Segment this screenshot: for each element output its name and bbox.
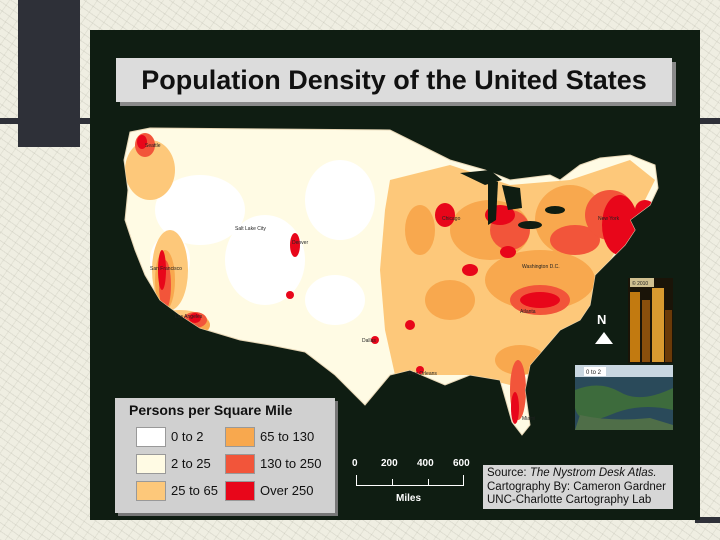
night-city-photo: © 2010 xyxy=(628,278,673,363)
scale-tick xyxy=(463,475,464,486)
legend-label: 130 to 250 xyxy=(260,456,322,471)
city-label-seattle: Seattle xyxy=(145,143,161,149)
city-label-san-francisco: San Francisco xyxy=(150,266,182,272)
night-photo-caption: © 2010 xyxy=(632,280,648,287)
source-line-2: Cartography By: Cameron Gardner xyxy=(487,480,666,493)
legend-label: Over 250 xyxy=(260,483,314,498)
city-label-dallas: Dallas xyxy=(362,338,376,344)
scale-tick xyxy=(428,479,429,486)
city-label-los-angeles: Los Angeles xyxy=(175,314,203,320)
city-label-miami: Miami xyxy=(522,416,535,422)
north-arrow: N xyxy=(594,312,614,352)
legend-title: Persons per Square Mile xyxy=(129,402,293,418)
source-line-1: Source: The Nystrom Desk Atlas. xyxy=(487,467,657,479)
city-label-denver: Denver xyxy=(292,240,308,246)
legend-swatch xyxy=(136,427,166,447)
scale-tick-label: 600 xyxy=(453,458,470,469)
scale-tick xyxy=(356,475,357,486)
north-label: N xyxy=(597,312,607,327)
legend-swatch xyxy=(136,454,166,474)
city-label-washington-dc: Washington D.C. xyxy=(522,264,560,270)
city-label-new-york: New York xyxy=(598,216,620,222)
north-arrow-icon xyxy=(595,332,613,344)
slide-decoration-corner xyxy=(695,517,720,523)
us-density-map: Seattle Salt Lake City Denver San Franci… xyxy=(123,127,673,436)
source-credit: Source: The Nystrom Desk Atlas. Cartogra… xyxy=(483,465,673,509)
satellite-photo: 0 to 2 xyxy=(575,365,673,430)
scale-tick xyxy=(392,479,393,486)
scale-line xyxy=(356,485,464,486)
great-lakes xyxy=(460,170,565,229)
city-label-chicago: Chicago xyxy=(442,216,461,222)
city-label-new-orleans: New Orleans xyxy=(408,371,437,377)
legend-swatch xyxy=(136,481,166,501)
scale-tick-label: 0 xyxy=(352,458,358,469)
satellite-photo-caption: 0 to 2 xyxy=(586,370,602,376)
legend-label: 25 to 65 xyxy=(171,483,218,498)
source-line-3: UNC-Charlotte Cartography Lab xyxy=(487,494,652,506)
scale-bar: 0 200 400 600 Miles xyxy=(350,455,475,510)
legend-swatch xyxy=(225,481,255,501)
scale-tick-label: 200 xyxy=(381,458,398,469)
legend-label: 65 to 130 xyxy=(260,429,315,444)
slide-decoration-bar xyxy=(18,0,80,147)
scale-unit: Miles xyxy=(396,493,422,504)
city-label-salt-lake-city: Salt Lake City xyxy=(235,226,266,232)
legend-label: 2 to 25 xyxy=(171,456,211,471)
legend-swatch xyxy=(225,427,255,447)
scale-tick-label: 400 xyxy=(417,458,434,469)
legend: Persons per Square Mile 0 to 2 2 to 25 2… xyxy=(115,398,335,513)
legend-swatch xyxy=(225,454,255,474)
map-title: Population Density of the United States xyxy=(116,58,672,102)
legend-label: 0 to 2 xyxy=(171,429,204,444)
city-label-atlanta: Atlanta xyxy=(520,309,536,315)
